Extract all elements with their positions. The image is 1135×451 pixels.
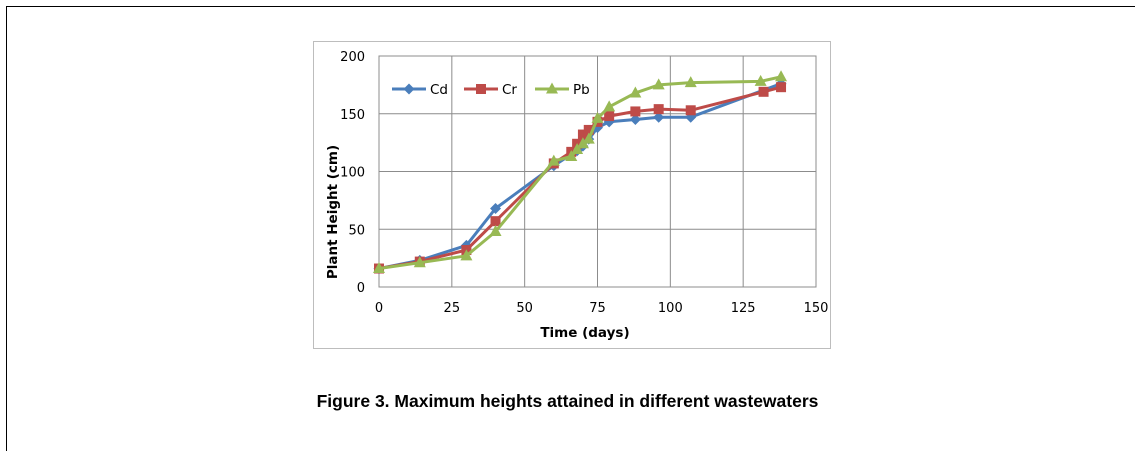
series-pb (373, 70, 788, 274)
line-chart: 0 50 100 150 200 0 25 50 75 100 125 150 Cd Cr Pb Time… (325, 50, 828, 341)
x-tick-label: 25 (444, 301, 461, 316)
y-tick-label: 200 (340, 50, 365, 65)
series-cr (374, 82, 787, 274)
series-group (373, 70, 788, 275)
x-axis-label: Time (days) (540, 325, 629, 341)
x-tick-label: 0 (375, 301, 383, 316)
x-tick-label: 50 (516, 301, 533, 316)
data-point-pb (754, 74, 767, 86)
data-point-pb (629, 86, 642, 98)
data-point-pb (547, 154, 560, 166)
legend-item-pb: Pb (535, 82, 590, 98)
legend-item-cr: Cr (464, 82, 517, 98)
series-line-cr (378, 85, 782, 270)
legend-marker-cr (476, 84, 486, 94)
data-point-cr (630, 106, 641, 117)
y-tick-label: 50 (348, 223, 365, 238)
x-tick-label: 125 (731, 301, 756, 316)
data-point-cr (758, 86, 769, 97)
data-point-pb (565, 149, 578, 161)
x-tick-label: 150 (804, 301, 829, 316)
legend-marker-pb (546, 82, 558, 94)
legend-label-cd: Cd (430, 82, 448, 98)
legend-label-cr: Cr (502, 82, 517, 98)
data-point-pb (413, 256, 426, 268)
plot-area-border (378, 55, 817, 288)
legend: Cd Cr Pb (392, 82, 590, 98)
legend-label-pb: Pb (573, 82, 590, 98)
data-point-cr (583, 124, 594, 135)
data-point-cr (604, 111, 615, 122)
data-point-pb (775, 70, 788, 82)
data-point-cd (629, 114, 641, 126)
data-point-pb (591, 111, 604, 123)
series-cd (373, 78, 787, 275)
data-point-pb (576, 137, 589, 149)
y-tick-label: 100 (340, 166, 365, 181)
data-point-pb (582, 132, 595, 144)
data-point-cr (490, 216, 501, 227)
data-point-cd (490, 202, 502, 214)
data-point-pb (652, 78, 665, 90)
y-tick-label: 150 (340, 108, 365, 123)
data-point-pb (489, 225, 502, 237)
figure-caption: Figure 3. Maximum heights attained in di… (316, 391, 819, 411)
y-axis-label: Plant Height (cm) (325, 145, 341, 279)
legend-item-cd: Cd (392, 82, 448, 98)
data-point-cr (577, 129, 588, 140)
data-point-pb (571, 143, 584, 155)
series-line-cd (378, 82, 782, 270)
data-point-cr (685, 105, 696, 116)
grid-lines (378, 55, 817, 288)
x-tick-label: 75 (589, 301, 606, 316)
data-point-pb (684, 76, 697, 88)
chart-container: 0 50 100 150 200 0 25 50 75 100 125 150 Cd Cr Pb Time… (313, 41, 831, 349)
data-point-cr (653, 104, 664, 115)
data-point-pb (460, 249, 473, 261)
legend-marker-cd (403, 83, 415, 95)
figure-frame (6, 6, 1135, 451)
x-tick-label: 100 (658, 301, 683, 316)
data-point-cr (776, 82, 787, 93)
axes: 0 50 100 150 200 0 25 50 75 100 125 150 (340, 50, 828, 316)
data-point-pb (373, 262, 385, 274)
data-point-pb (603, 100, 616, 112)
y-tick-label: 0 (357, 281, 365, 296)
data-point-cd (653, 111, 665, 123)
